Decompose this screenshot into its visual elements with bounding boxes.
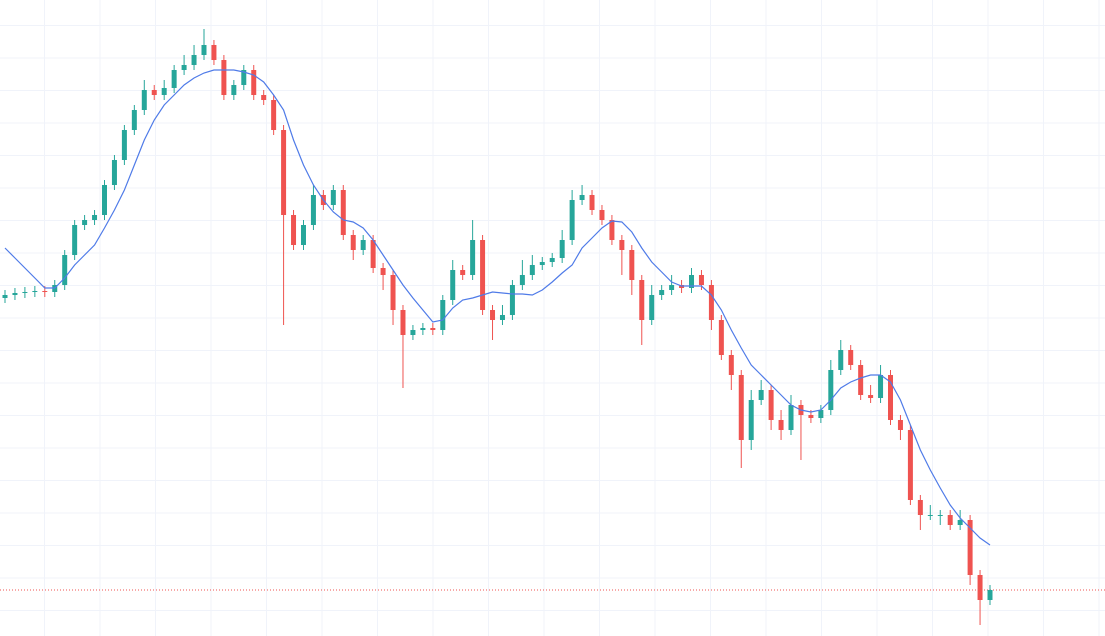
candle-body [191, 55, 197, 65]
candle-body [231, 85, 237, 95]
candle-body [808, 415, 814, 418]
candle-body [987, 590, 993, 600]
candle-body [141, 90, 147, 110]
candle-body [211, 45, 217, 60]
candle-body [271, 100, 277, 130]
candle-body [768, 390, 774, 420]
candle-body [460, 270, 466, 275]
candle-body [549, 258, 555, 262]
candle-body [72, 225, 78, 255]
candle-body [708, 285, 714, 320]
candle-body [111, 160, 117, 185]
candle-body [151, 90, 157, 95]
candle-body [868, 395, 874, 398]
candle-body [539, 262, 545, 265]
candle-body [947, 515, 953, 525]
candle-body [858, 365, 864, 395]
candle-body [300, 225, 306, 245]
candle-body [629, 250, 635, 280]
candle-body [480, 240, 486, 310]
candle-body [509, 285, 515, 315]
candle-body [589, 195, 595, 210]
candle-body [281, 130, 287, 215]
candle-body [291, 215, 297, 245]
candle-body [499, 315, 505, 320]
candle-body [897, 420, 903, 430]
candle-body [659, 290, 665, 295]
candle-body [430, 328, 436, 330]
candle-body [848, 350, 854, 365]
candle-body [2, 295, 8, 298]
candle-body [161, 88, 167, 95]
candle-body [609, 220, 615, 240]
candle-body [818, 410, 824, 418]
candle-body [330, 190, 336, 205]
candle-body [340, 190, 346, 235]
candle-body [917, 500, 923, 515]
candle-body [977, 575, 983, 600]
candle-body [559, 240, 565, 258]
candle-body [689, 275, 695, 288]
candle-body [201, 45, 207, 55]
candle-body [569, 200, 575, 240]
candle-body [698, 275, 704, 285]
candle-body [310, 195, 316, 225]
candle-body [748, 400, 754, 440]
candle-body [778, 420, 784, 430]
candle-body [828, 370, 834, 410]
candle-body [440, 300, 446, 330]
candle-body [738, 375, 744, 440]
candle-body [470, 240, 476, 275]
moving-average-line [4, 69, 991, 546]
candle-body [171, 70, 177, 88]
candle-body [92, 215, 98, 220]
candle-body [937, 515, 943, 516]
candle-body [62, 255, 68, 285]
candle-body [221, 60, 227, 95]
candle-body [728, 355, 734, 375]
candle-body [450, 270, 456, 300]
candle-body [121, 130, 127, 160]
candle-body [241, 70, 247, 85]
candle-body [718, 320, 724, 355]
candle-body [251, 70, 257, 95]
candle-body [420, 328, 426, 330]
candle-body [181, 65, 187, 70]
candle-body [12, 293, 18, 295]
candle-body [490, 310, 496, 320]
candle-body [131, 110, 137, 130]
candle-body [599, 210, 605, 220]
candle-body [529, 265, 535, 275]
candle-body [400, 310, 406, 335]
candle-body [410, 330, 416, 335]
candle-body [888, 375, 894, 420]
candle-body [907, 430, 913, 500]
candle-body [878, 375, 884, 398]
candle-body [32, 291, 38, 292]
candle-body [967, 520, 973, 575]
candle-body [360, 240, 366, 250]
candle-body [519, 275, 525, 285]
candle-body [579, 195, 585, 200]
candle-body [838, 350, 844, 370]
candle-body [390, 275, 396, 310]
candle-body [350, 235, 356, 250]
candle-body [639, 280, 645, 320]
candle-body [927, 515, 933, 516]
candle-body [42, 291, 48, 292]
candle-body [101, 185, 107, 215]
candle-body [22, 292, 28, 293]
candle-body [669, 285, 675, 290]
candle-body [758, 390, 764, 400]
candle-body [261, 95, 267, 100]
candle-body [788, 405, 794, 430]
candle-body [957, 520, 963, 525]
candle-body [370, 240, 376, 268]
candle-body [619, 240, 625, 250]
candle-body [82, 220, 88, 225]
candle-body [649, 295, 655, 320]
candle-body [380, 268, 386, 275]
